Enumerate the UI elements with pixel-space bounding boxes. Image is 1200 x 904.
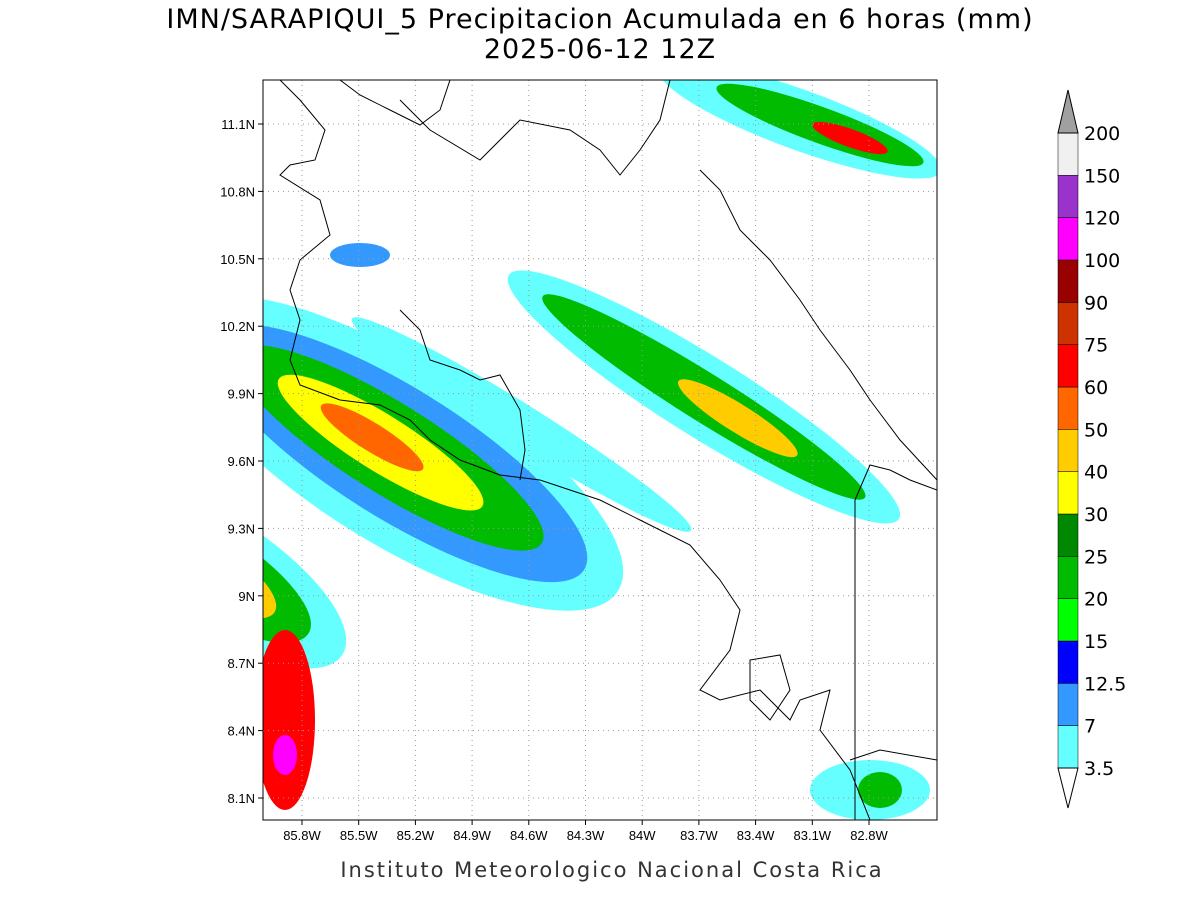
- colorbar-swatch: [1057, 598, 1079, 642]
- lat-tick-label: 9.6N: [228, 454, 255, 469]
- colorbar-swatch: [1057, 640, 1079, 684]
- colorbar-swatch: [1057, 344, 1079, 388]
- lat-tick-label: 10.8N: [220, 184, 255, 199]
- coastlines: [279, 80, 937, 820]
- colorbar-label: 20: [1084, 589, 1108, 611]
- lon-tick-label: 83.7W: [680, 828, 718, 843]
- colorbar-swatch: [1057, 259, 1079, 303]
- colorbar-label: 60: [1084, 377, 1108, 399]
- colorbar-under-arrow: [1057, 767, 1079, 809]
- colorbar-swatch: [1057, 513, 1079, 557]
- colorbar-swatch: [1057, 302, 1079, 345]
- lon-tick-label: 84W: [629, 828, 656, 843]
- graticule: 11.1N 10.8N 10.5N 10.2N 9.9N 9.6N 9.3N 9N 8.7N 8.…: [220, 80, 937, 843]
- colorbar-label: 40: [1084, 462, 1108, 484]
- colorbar-over-arrow: [1057, 89, 1079, 134]
- colorbar-label: 30: [1084, 504, 1108, 526]
- colorbar-label: 3.5: [1084, 758, 1114, 780]
- colorbar-label: 25: [1084, 546, 1108, 568]
- subtitle: 2025-06-12 12Z: [484, 34, 716, 65]
- lat-tick-label: 9.9N: [228, 387, 255, 402]
- colorbar-label: 7: [1084, 716, 1096, 738]
- colorbar-label: 15: [1084, 631, 1108, 653]
- colorbar-label: 75: [1084, 335, 1108, 357]
- lon-tick-label: 82.8W: [850, 828, 888, 843]
- lon-tick-label: 85.8W: [283, 828, 321, 843]
- colorbar-label: 120: [1084, 208, 1120, 230]
- lat-tick-label: 10.5N: [220, 252, 255, 267]
- colorbar-swatch: [1057, 132, 1079, 176]
- lat-tick-label: 11.1N: [221, 117, 255, 132]
- colorbar-label: 200: [1084, 123, 1120, 145]
- colorbar-label: 90: [1084, 292, 1108, 314]
- colorbar-swatch: [1057, 175, 1079, 218]
- colorbar-swatch: [1057, 683, 1079, 726]
- lat-tick-label: 9N: [238, 589, 255, 604]
- colorbar: 3.5 7 12.5 15 20 25 30 40 50 60 75 90 100 120 150 200: [1057, 89, 1126, 809]
- lon-tick-label: 83.4W: [737, 828, 775, 843]
- colorbar-swatch: [1057, 217, 1079, 261]
- colorbar-swatch: [1057, 556, 1079, 599]
- lat-tick-label: 10.2N: [220, 319, 255, 334]
- lat-tick-label: 9.3N: [228, 521, 255, 536]
- precipitation-field: [263, 80, 937, 820]
- title: IMN/SARAPIQUI_5 Precipitacion Acumulada …: [166, 4, 1033, 35]
- colorbar-swatch: [1057, 725, 1079, 769]
- colorbar-label: 100: [1084, 250, 1120, 272]
- lon-tick-label: 85.2W: [397, 828, 435, 843]
- lon-tick-label: 84.6W: [510, 828, 548, 843]
- lon-tick-label: 85.5W: [340, 828, 378, 843]
- lat-tick-label: 8.1N: [228, 791, 255, 806]
- lat-tick-label: 8.7N: [228, 656, 255, 671]
- colorbar-swatch: [1057, 471, 1079, 515]
- lon-tick-label: 83.1W: [794, 828, 832, 843]
- plot-frame: [262, 79, 938, 821]
- colorbar-swatch: [1057, 429, 1079, 472]
- lon-tick-label: 84.3W: [567, 828, 605, 843]
- colorbar-label: 150: [1084, 165, 1120, 187]
- footer: Instituto Meteorologico Nacional Costa R…: [340, 858, 883, 882]
- lon-tick-label: 84.9W: [453, 828, 491, 843]
- colorbar-swatch: [1057, 386, 1079, 430]
- colorbar-label: 50: [1084, 419, 1108, 441]
- colorbar-label: 12.5: [1084, 673, 1126, 695]
- lat-tick-label: 8.4N: [228, 724, 255, 739]
